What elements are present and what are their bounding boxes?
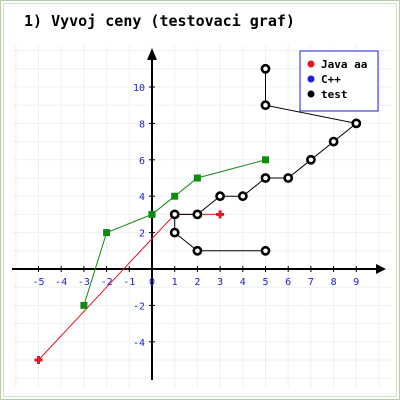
x-tick-label: 6 <box>285 277 291 288</box>
x-tick-label: 0 <box>149 277 155 288</box>
data-point-ring <box>305 154 316 165</box>
y-tick-label: 4 <box>139 192 145 203</box>
data-point-ring <box>351 118 362 129</box>
x-tick-label: -3 <box>78 277 90 288</box>
x-tick-label: 8 <box>331 277 337 288</box>
y-tick-label: -2 <box>133 301 145 312</box>
x-tick-label: 3 <box>217 277 223 288</box>
data-point-ring <box>260 245 271 256</box>
data-point-ring <box>260 63 271 74</box>
data-point-square <box>103 229 111 237</box>
legend-label: Java aa <box>321 58 367 71</box>
data-point-square <box>171 192 179 200</box>
x-tick-label: 9 <box>353 277 359 288</box>
data-point-ring <box>192 245 203 256</box>
data-point-ring <box>215 191 225 202</box>
data-point-ring <box>237 191 248 202</box>
data-point-ring <box>169 227 180 238</box>
x-tick-label: 7 <box>308 277 314 288</box>
legend-marker <box>307 75 315 83</box>
chart-inner-border <box>3 3 397 397</box>
legend-marker <box>307 60 315 68</box>
data-point-cross <box>216 210 225 219</box>
data-point-cross <box>34 356 43 364</box>
y-axis-arrow <box>147 48 157 60</box>
data-point-square <box>262 156 269 164</box>
data-point-square <box>193 174 201 182</box>
x-tick-label: -5 <box>32 277 44 288</box>
data-point-ring <box>260 100 271 111</box>
legend-label: test <box>321 88 348 101</box>
legend-label: C++ <box>321 73 341 86</box>
x-tick-label: -2 <box>101 277 113 288</box>
y-tick-label: 6 <box>139 156 145 167</box>
data-point-square <box>80 301 88 309</box>
data-point-ring <box>328 136 339 147</box>
x-tick-label: 5 <box>262 277 268 288</box>
y-tick-label: 2 <box>139 229 145 240</box>
data-point-ring <box>192 209 203 220</box>
data-point-ring <box>283 173 294 183</box>
data-point-square <box>148 210 156 218</box>
x-tick-label: -4 <box>55 277 67 288</box>
x-tick-label: 1 <box>172 277 178 288</box>
x-tick-label: -1 <box>123 277 135 288</box>
y-tick-label: 8 <box>139 119 145 130</box>
x-axis-arrow <box>376 264 386 274</box>
x-tick-label: 2 <box>194 277 200 288</box>
x-tick-label: 4 <box>240 277 246 288</box>
y-tick-label: -4 <box>133 338 145 349</box>
chart-title: 1) Vyvoj ceny (testovaci graf) <box>24 12 295 30</box>
data-point-ring <box>260 173 271 183</box>
y-tick-label: 10 <box>133 83 145 94</box>
legend-marker <box>307 90 315 98</box>
data-point-ring <box>169 209 180 220</box>
series-line-green-series <box>83 159 266 306</box>
